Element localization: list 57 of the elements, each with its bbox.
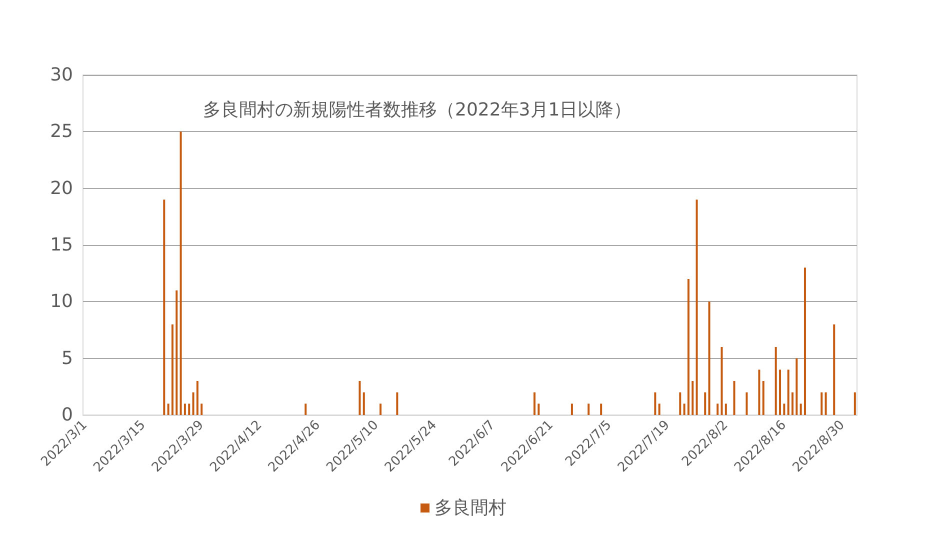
bar <box>687 279 690 415</box>
bar <box>704 392 706 415</box>
bar <box>716 404 719 415</box>
y-tick-label: 25 <box>50 121 73 142</box>
bar <box>708 302 710 415</box>
bar <box>774 347 777 415</box>
bar <box>163 200 166 415</box>
bar <box>779 370 782 415</box>
bar <box>534 392 536 415</box>
bar <box>854 392 856 415</box>
text: 多良間村の新規陽性者数推移（2022年3月1日以降） <box>203 100 632 120</box>
bar <box>658 404 660 415</box>
bar <box>180 132 182 415</box>
bar <box>654 392 656 415</box>
bar <box>758 370 760 415</box>
legend-label: 多良間村 <box>434 498 506 518</box>
bar <box>733 381 736 415</box>
y-tick-label: 0 <box>62 404 73 426</box>
y-tick-label: 30 <box>50 64 73 86</box>
bar <box>683 404 686 415</box>
y-tick-label: 5 <box>62 348 73 369</box>
bar <box>362 392 365 415</box>
bar <box>196 381 198 415</box>
bar <box>800 404 802 415</box>
y-tick-label: 20 <box>50 178 73 199</box>
bar <box>746 392 748 415</box>
bar <box>792 392 794 415</box>
bar <box>304 404 307 415</box>
bar <box>570 404 573 415</box>
y-tick-label: 15 <box>50 234 73 256</box>
bar <box>600 404 602 415</box>
bar <box>358 381 361 415</box>
bar <box>200 404 203 415</box>
bar <box>692 381 694 415</box>
bar <box>804 268 806 415</box>
bar <box>720 347 723 415</box>
bar <box>833 324 836 415</box>
bar <box>192 392 194 415</box>
bar <box>696 200 698 415</box>
bar <box>396 392 398 415</box>
bar <box>176 290 178 415</box>
bar <box>538 404 540 415</box>
bar <box>824 392 827 415</box>
bar <box>588 404 590 415</box>
bar <box>787 370 790 415</box>
bar <box>679 392 682 415</box>
bar <box>380 404 382 415</box>
bar <box>188 404 190 415</box>
bar <box>171 324 174 415</box>
bar <box>762 381 764 415</box>
bar <box>184 404 186 415</box>
bar <box>167 404 170 415</box>
y-tick-label: 10 <box>50 291 73 312</box>
bar <box>820 392 823 415</box>
bar <box>796 358 798 415</box>
bar <box>724 404 727 415</box>
bar <box>783 404 786 415</box>
